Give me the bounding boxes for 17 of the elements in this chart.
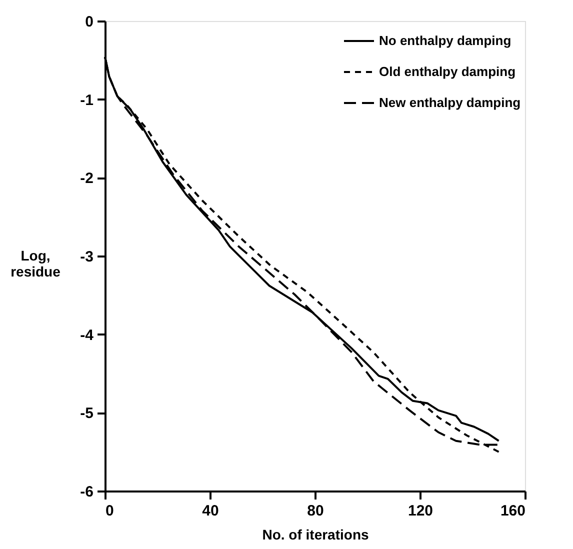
x-tick-label: 80	[307, 502, 324, 520]
x-axis-title: No. of iterations	[262, 526, 369, 542]
x-tick-label: 160	[500, 502, 526, 520]
legend-label: Old enthalpy damping	[379, 64, 516, 79]
y-tick-label: -3	[80, 248, 94, 266]
y-axis-title: Log, residue	[10, 248, 61, 280]
y-tick-label: -2	[80, 170, 94, 188]
y-tick-label: -4	[80, 326, 94, 344]
y-tick-label: -5	[80, 405, 94, 422]
x-tick-label: 40	[202, 502, 219, 520]
y-tick-label: 0	[85, 14, 94, 30]
legend-label: New enthalpy damping	[379, 95, 521, 110]
x-tick-label: 0	[106, 502, 114, 520]
y-tick-label: -1	[80, 92, 94, 109]
y-tick-label: -6	[80, 484, 94, 500]
x-tick-label: 120	[408, 502, 434, 520]
legend-label: No enthalpy damping	[379, 33, 512, 48]
